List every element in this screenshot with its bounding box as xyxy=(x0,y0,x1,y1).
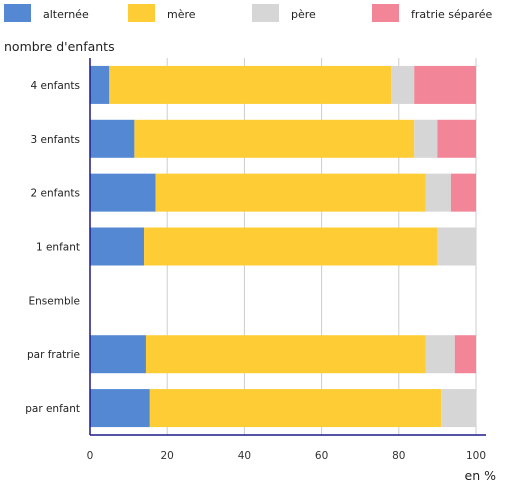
category-label-ensemble: Ensemble xyxy=(29,295,81,307)
legend-swatch-alternee xyxy=(4,4,31,22)
legend-label-fratrie-separee: fratrie séparée xyxy=(411,8,493,21)
bar-par-fratrie-mere xyxy=(145,335,426,374)
bar-1-enfant-mere xyxy=(144,227,438,266)
bar-2-enfants-pere xyxy=(425,173,451,212)
bar-4-enfants-mere xyxy=(109,65,392,104)
x-tick-label-80: 80 xyxy=(392,450,405,462)
bar-par-enfant-mere xyxy=(149,389,442,428)
legend-label-alternee: alternée xyxy=(43,8,89,21)
category-label-2-enfants: 2 enfants xyxy=(30,188,80,200)
legend-swatch-mere xyxy=(128,4,155,22)
bar-3-enfants-alternee xyxy=(90,119,135,158)
category-label-1-enfant: 1 enfant xyxy=(36,242,80,254)
bar-3-enfants-mere xyxy=(134,119,415,158)
bar-2-enfants-alternee xyxy=(90,173,156,212)
bar-1-enfant-pere xyxy=(437,227,476,266)
bar-2-enfants-fratrie-separee xyxy=(450,173,476,212)
bar-4-enfants-fratrie-separee xyxy=(414,65,476,104)
x-tick-label-0: 0 xyxy=(87,450,94,462)
legend-swatch-pere xyxy=(252,4,279,22)
x-tick-label-60: 60 xyxy=(315,450,328,462)
bar-4-enfants-alternee xyxy=(90,65,110,104)
category-label-4-enfants: 4 enfants xyxy=(30,80,80,92)
x-tick-label-40: 40 xyxy=(238,450,251,462)
legend-label-pere: père xyxy=(291,8,316,21)
category-label-3-enfants: 3 enfants xyxy=(30,134,80,146)
bar-par-enfant-pere xyxy=(441,389,476,428)
bars xyxy=(90,65,476,428)
x-tick-labels: 0 20 40 60 80 100 xyxy=(87,450,486,462)
legend-label-mere: mère xyxy=(167,8,196,21)
bar-2-enfants-mere xyxy=(155,173,426,212)
bar-3-enfants-pere xyxy=(414,119,438,158)
bar-1-enfant-alternee xyxy=(90,227,145,266)
bar-par-enfant-alternee xyxy=(90,389,150,428)
legend-swatch-fratrie-separee xyxy=(372,4,399,22)
x-axis-title: en % xyxy=(465,468,497,483)
legend: alternée mère père fratrie séparée xyxy=(4,4,493,22)
category-labels: 4 enfants 3 enfants 2 enfants 1 enfant Ensem… xyxy=(25,80,80,415)
x-tick-label-20: 20 xyxy=(161,450,174,462)
bar-par-fratrie-fratrie-separee xyxy=(454,335,476,374)
bar-par-fratrie-alternee xyxy=(90,335,146,374)
bar-4-enfants-pere xyxy=(391,65,415,104)
category-label-par-fratrie: par fratrie xyxy=(27,349,80,361)
category-label-par-enfant: par enfant xyxy=(25,403,80,415)
bar-3-enfants-fratrie-separee xyxy=(437,119,476,158)
x-tick-label-100: 100 xyxy=(466,450,486,462)
bar-par-fratrie-pere xyxy=(425,335,455,374)
y-axis-title: nombre d'enfants xyxy=(4,39,115,54)
